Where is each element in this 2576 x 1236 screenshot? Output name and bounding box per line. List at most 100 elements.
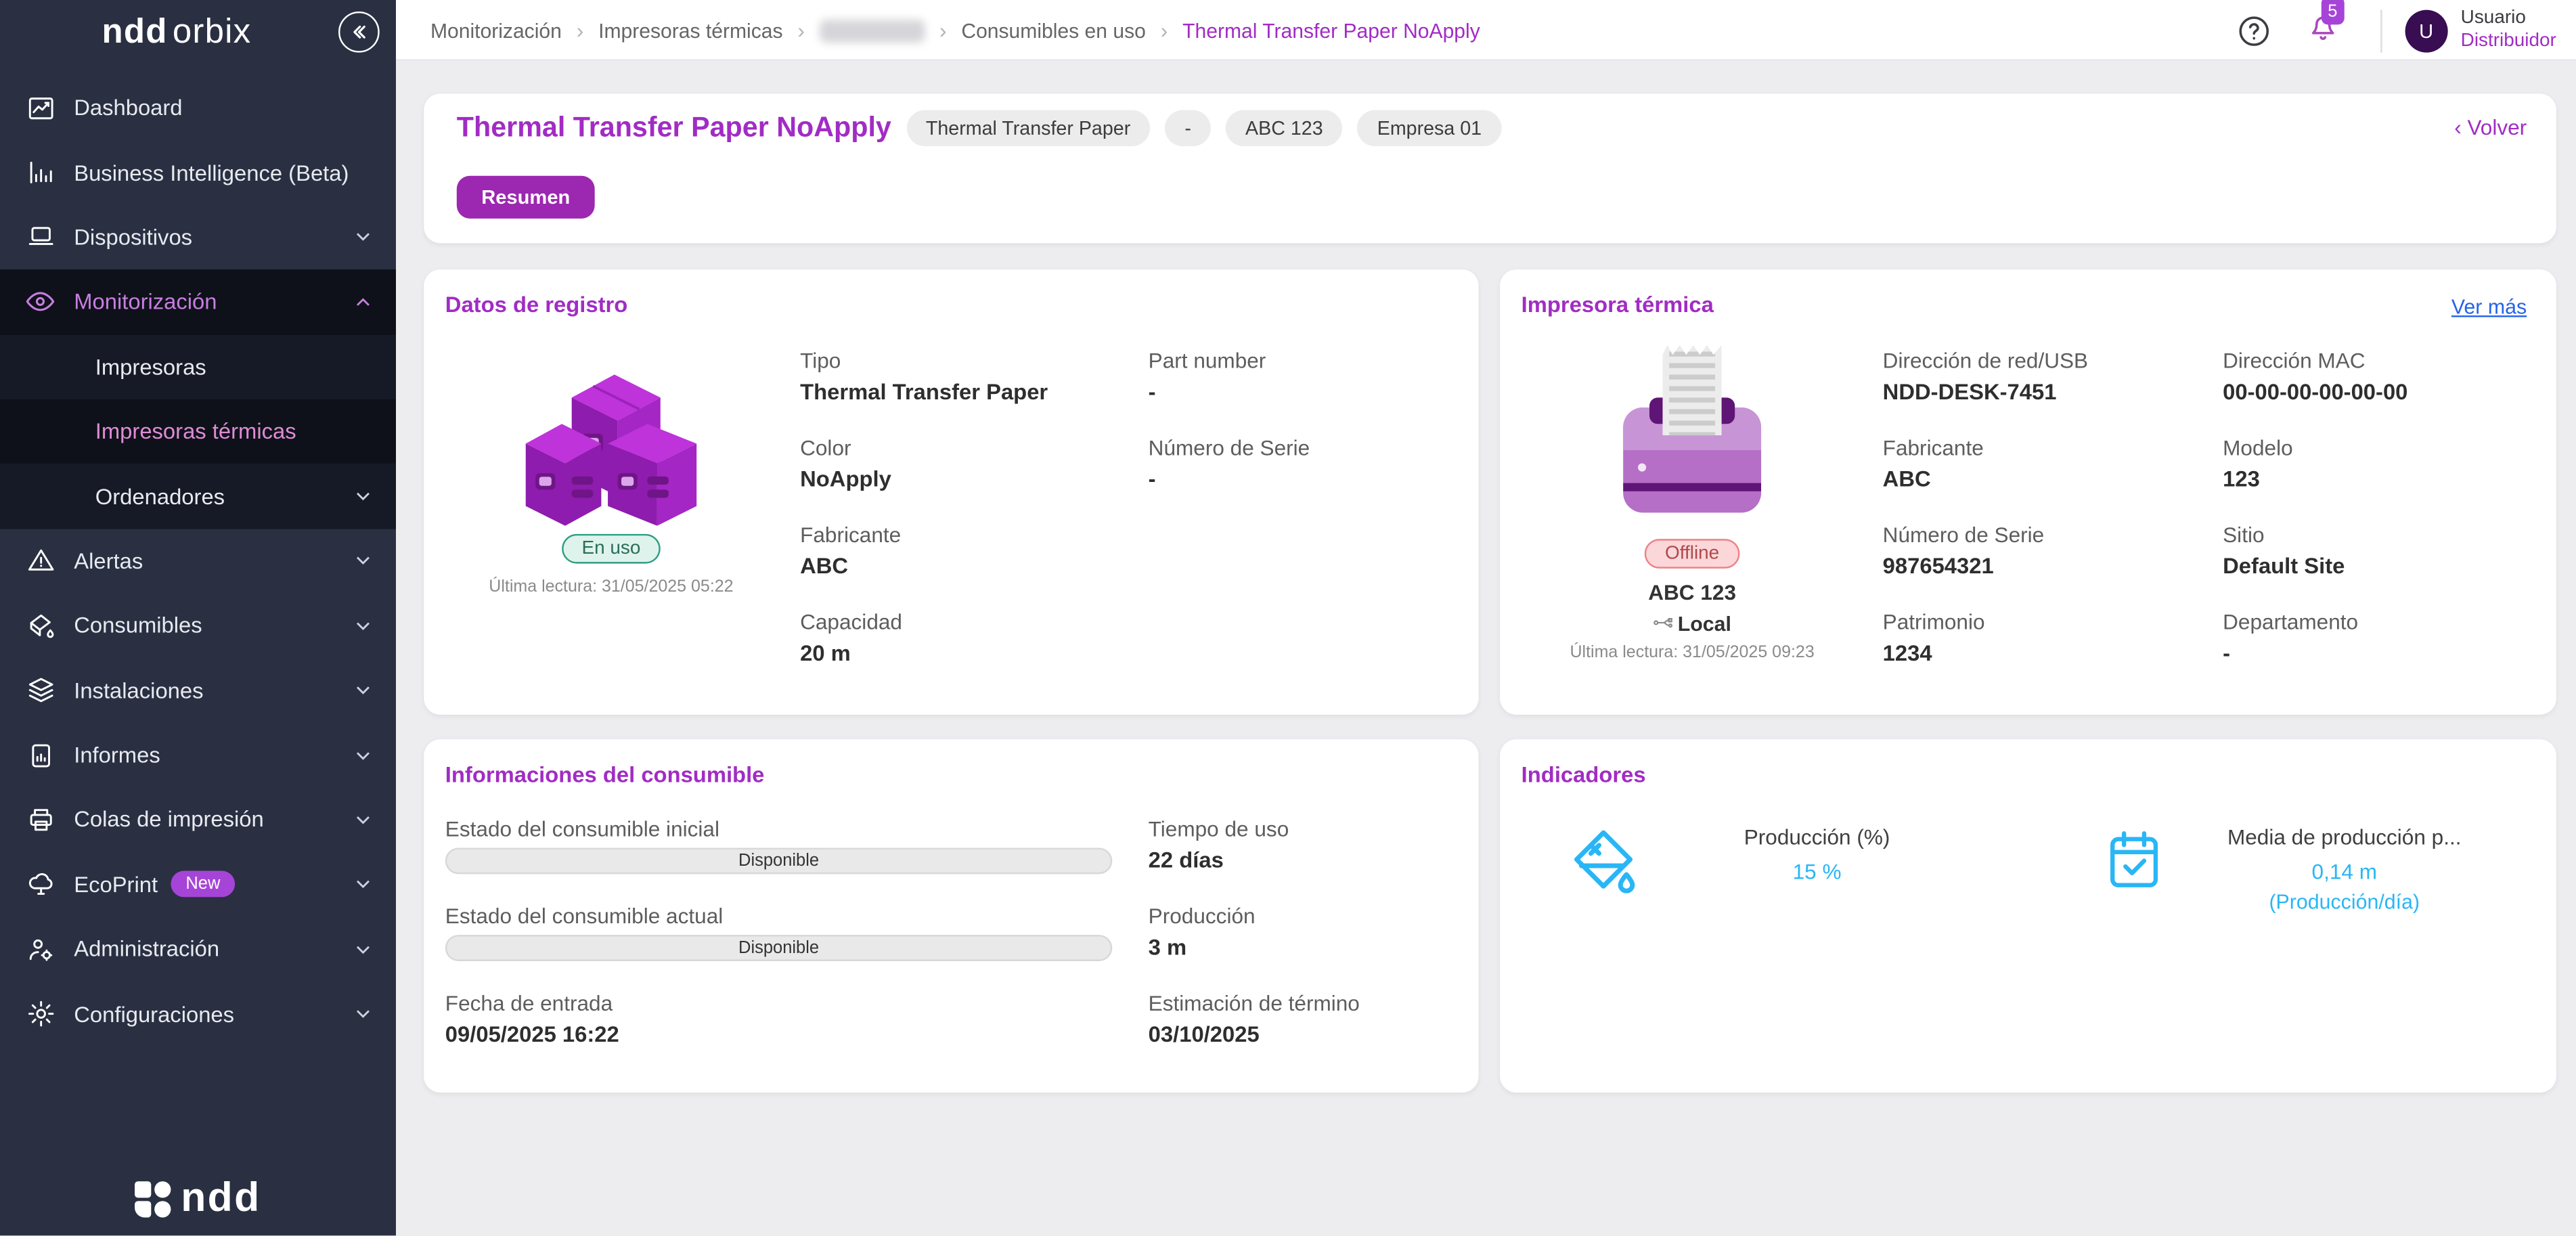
field-label: Part number — [1148, 348, 1266, 373]
sidebar-item-impresoras-termicas[interactable]: Impresoras térmicas — [0, 399, 396, 464]
breadcrumb-item-redacted[interactable] — [819, 18, 925, 42]
sidebar-nav: Dashboard Business Intelligence (Beta) D… — [0, 76, 396, 1046]
field-label: Patrimonio — [1882, 609, 1985, 634]
status-badge: En uso — [562, 533, 661, 564]
chevron-down-icon — [351, 873, 374, 896]
sidebar-item-instalaciones[interactable]: Instalaciones — [0, 658, 396, 723]
chevron-down-icon — [351, 679, 374, 702]
current-state-bar: Disponible — [445, 935, 1113, 961]
sidebar-item-label: Alertas — [74, 548, 143, 573]
calendar-check-icon — [2100, 825, 2169, 902]
field-value: Thermal Transfer Paper — [800, 379, 1048, 405]
field-estimacion-termino: Estimación de término 03/10/2025 — [1149, 991, 1360, 1047]
indicator-average-production: Media de producción p... 0,14 m (Producc… — [2100, 825, 2484, 914]
field-value: ABC — [800, 554, 849, 579]
field-fabricante: Fabricante ABC — [1883, 435, 1984, 491]
sidebar-item-alertas[interactable]: Alertas — [0, 529, 396, 594]
field-label: Capacidad — [800, 609, 902, 634]
sidebar-collapse-button[interactable] — [338, 11, 380, 53]
user-menu[interactable]: U Usuario Distribuidor — [2405, 7, 2556, 53]
field-value: 03/10/2025 — [1148, 1021, 1260, 1047]
initial-state-label: Estado del consumible inicial — [445, 816, 719, 841]
sidebar-item-informes[interactable]: Informes — [0, 723, 396, 788]
printer-name: ABC 123 — [1648, 579, 1737, 605]
chevron-down-icon — [351, 1002, 374, 1025]
sidebar-item-dashboard[interactable]: Dashboard — [0, 76, 396, 141]
app-logo-light: orbix — [172, 13, 252, 51]
indicator-label: Media de producción p... — [2227, 824, 2462, 849]
ink-drop-icon — [1565, 825, 1641, 909]
gear-icon — [24, 998, 55, 1030]
sidebar-item-label: Consumibles — [74, 613, 202, 638]
field-color: Color NoApply — [800, 435, 891, 491]
field-value: ABC — [1882, 466, 1931, 491]
app-logo-bold: ndd — [102, 13, 168, 51]
field-value: 3 m — [1148, 935, 1187, 960]
page-title-row: Thermal Transfer Paper NoApply Thermal T… — [456, 110, 1502, 147]
dashboard-icon — [24, 92, 55, 123]
field-label: Tiempo de uso — [1148, 816, 1289, 841]
field-label: Número de Serie — [1148, 435, 1310, 460]
breadcrumb-item-current: Thermal Transfer Paper NoApply — [1182, 18, 1480, 42]
usb-icon — [1653, 618, 1673, 628]
sidebar-item-configuraciones[interactable]: Configuraciones — [0, 981, 396, 1046]
chevron-down-icon — [351, 808, 374, 831]
notifications-button[interactable]: 5 — [2305, 0, 2345, 53]
field-label: Color — [800, 435, 851, 460]
user-role: Distribuidor — [2460, 30, 2556, 51]
field-sitio: Sitio Default Site — [2223, 523, 2345, 579]
sidebar-item-dispositivos[interactable]: Dispositivos — [0, 205, 396, 270]
sidebar-item-label: Informes — [74, 743, 160, 768]
sidebar-item-label: EcoPrint — [74, 872, 158, 898]
field-value: - — [1148, 379, 1156, 405]
initial-state-bar: Disponible — [445, 847, 1113, 875]
breadcrumb-item[interactable]: Monitorización — [430, 18, 562, 42]
field-value: - — [1148, 466, 1156, 491]
field-tipo: Tipo Thermal Transfer Paper — [800, 349, 1048, 405]
sidebar-item-ordenadores[interactable]: Ordenadores — [0, 464, 396, 529]
sidebar-item-administracion[interactable]: Administración — [0, 917, 396, 982]
breadcrumb-item[interactable]: Impresoras térmicas — [598, 18, 783, 42]
back-link[interactable]: ‹ Volver — [2454, 114, 2527, 140]
field-label: Modelo — [2223, 435, 2293, 460]
field-direccion-mac: Dirección MAC 00-00-00-00-00-00 — [2223, 349, 2407, 405]
help-icon[interactable] — [2236, 12, 2271, 48]
topbar-actions: 5 U Usuario Distribuidor — [2236, 0, 2576, 61]
new-badge: New — [171, 871, 236, 898]
registration-card: Datos de registro — [424, 269, 1479, 715]
breadcrumb-item[interactable]: Consumibles en uso — [961, 18, 1146, 42]
tag-printer: ABC 123 — [1225, 110, 1343, 147]
field-value: 987654321 — [1882, 554, 1994, 579]
see-more-link[interactable]: Ver más — [2451, 295, 2527, 319]
sidebar-item-impresoras[interactable]: Impresoras — [0, 334, 396, 399]
field-value: 22 días — [1148, 847, 1224, 873]
card-title: Informaciones del consumible — [445, 762, 765, 787]
sidebar-logo-row: ndd orbix — [0, 0, 396, 66]
field-patrimonio: Patrimonio 1234 — [1883, 610, 1985, 666]
breadcrumb-separator: › — [576, 18, 584, 43]
field-label: Dirección de red/USB — [1882, 348, 2089, 373]
field-numero-serie: Número de Serie 987654321 — [1883, 523, 2045, 579]
thermal-printer-illustration — [1623, 345, 1762, 513]
field-label: Fabricante — [800, 522, 902, 548]
field-label: Estimación de término — [1148, 990, 1360, 1016]
field-modelo: Modelo 123 — [2223, 435, 2293, 491]
sidebar-item-monitorizacion[interactable]: Monitorización — [0, 269, 396, 335]
resumen-tab-button[interactable]: Resumen — [456, 175, 595, 219]
sidebar-item-colas-de-impresion[interactable]: Colas de impresión — [0, 787, 396, 852]
sidebar-item-label: Administración — [74, 937, 220, 962]
alert-triangle-icon — [24, 546, 55, 577]
breadcrumb-separator: › — [797, 18, 805, 43]
sidebar-item-ecoprint[interactable]: EcoPrint New — [0, 852, 396, 917]
sidebar-item-business-intelligence[interactable]: Business Intelligence (Beta) — [0, 140, 396, 205]
field-produccion: Producción 3 m — [1149, 904, 1256, 960]
connection-label: Local — [1677, 613, 1731, 636]
chevron-down-icon — [351, 226, 374, 249]
field-label: Dirección MAC — [2223, 348, 2366, 373]
page-title: Thermal Transfer Paper NoApply — [456, 112, 891, 144]
sidebar-item-label: Monitorización — [74, 290, 217, 315]
sidebar-item-consumibles[interactable]: Consumibles — [0, 594, 396, 659]
indicators-card: Indicadores Producción (%) 15 % — [1500, 739, 2556, 1093]
double-chevron-left-icon — [353, 25, 365, 39]
